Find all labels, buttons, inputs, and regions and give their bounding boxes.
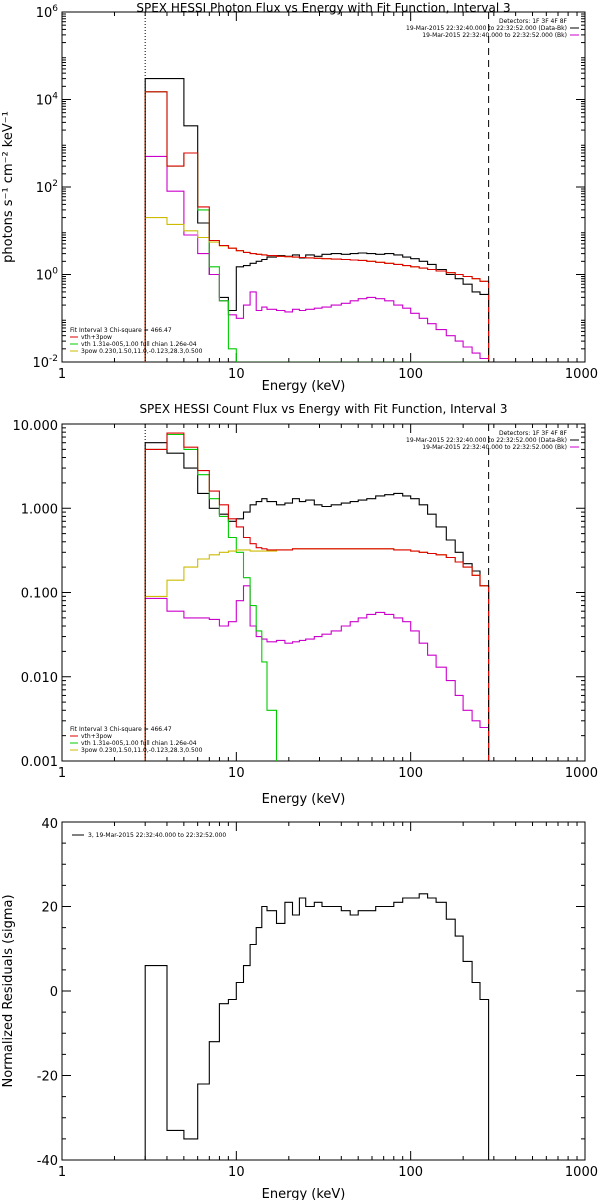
x-axis-label: Energy (keV) bbox=[262, 1187, 346, 1200]
y-tick-label: 0.001 bbox=[21, 755, 58, 770]
series-4-line bbox=[144, 548, 490, 761]
legend-entry: 19-Mar-2015 22:32:40.000 to 22:32:52.000… bbox=[422, 32, 567, 39]
x-tick-label: 100 bbox=[398, 367, 423, 382]
legend-entry: 3, 19-Mar-2015 22:32:40.000 to 22:32:52.… bbox=[88, 832, 226, 839]
x-tick-label: 100 bbox=[398, 766, 423, 781]
chart-3: 1 10 100 1000 Energy (keV) -40 -20 0 20 40 Normali… bbox=[1, 817, 598, 1202]
legend-entry: vth+3pow bbox=[81, 334, 112, 341]
legend-entry: Fit Interval 3 Chi-square = 466.47 bbox=[70, 726, 172, 733]
series-4-line bbox=[144, 217, 490, 362]
legend-entry: Fit Interval 3 Chi-square = 466.47 bbox=[70, 327, 172, 334]
y-tick-label: 104 bbox=[36, 92, 59, 109]
chart-title: SPEX HESSI Count Flux vs Energy with Fit… bbox=[139, 402, 507, 416]
y-tick-label: -40 bbox=[37, 1154, 58, 1169]
y-tick-label: 20 bbox=[41, 901, 58, 916]
plot-frame bbox=[61, 423, 586, 762]
y-tick-label: -20 bbox=[37, 1070, 58, 1085]
x-tick-label: 10 bbox=[228, 1165, 245, 1180]
y-tick-label: 0.100 bbox=[21, 587, 58, 602]
legend-entry: vth 1.31e-005,1.00 full chian 1.26e-04 bbox=[81, 341, 197, 348]
series-1-line bbox=[144, 78, 490, 362]
x-tick-label: 1000 bbox=[565, 367, 598, 382]
plot-frame bbox=[61, 11, 586, 363]
legend-entry: 19-Mar-2015 22:32:40.000 to 22:32:52.000… bbox=[422, 444, 567, 451]
y-tick-label: 100 bbox=[36, 267, 59, 284]
y-tick-label: 0.010 bbox=[21, 671, 58, 686]
series-3-line bbox=[144, 91, 489, 362]
plot-data bbox=[144, 893, 490, 1160]
legend-entry: 3pow 0.230,1.50,11.0,-0.123,28.3,0.500 bbox=[81, 348, 203, 355]
y-tick-label: 40 bbox=[41, 817, 58, 832]
x-tick-label: 1000 bbox=[565, 1165, 598, 1180]
y-tick-label: 10-2 bbox=[32, 354, 58, 371]
x-tick-label: 1 bbox=[58, 367, 66, 382]
chart-2: SPEX HESSI Count Flux vs Energy with Fit… bbox=[13, 402, 599, 807]
y-axis-label: Normalized Residuals (sigma) bbox=[1, 894, 16, 1087]
legend-entry: 19-Mar-2015 22:32:40.000 to 22:32:52.000… bbox=[406, 25, 567, 32]
y-tick-label: 102 bbox=[36, 179, 58, 196]
x-tick-label: 1000 bbox=[565, 766, 598, 781]
legend-entry: 3pow 0.230,1.50,11.0,-0.123,28.3,0.500 bbox=[81, 747, 203, 754]
plot-data bbox=[144, 78, 490, 362]
x-tick-label: 100 bbox=[398, 1165, 423, 1180]
x-axis-label: Energy (keV) bbox=[262, 379, 346, 394]
series-2-line bbox=[144, 155, 490, 362]
x-tick-label: 10 bbox=[228, 766, 245, 781]
legend-entry: 19-Mar-2015 22:32:40.000 to 22:32:52.000… bbox=[406, 437, 567, 444]
legend-entry: vth+3pow bbox=[81, 733, 112, 740]
plot-data bbox=[144, 432, 490, 761]
series-3-line bbox=[144, 433, 278, 761]
series-5-line bbox=[144, 91, 490, 362]
x-axis-label: Energy (keV) bbox=[262, 792, 346, 807]
plot-frame bbox=[61, 821, 586, 1161]
x-tick-label: 10 bbox=[228, 367, 245, 382]
legend-entry: vth 1.31e-005,1.00 full chian 1.26e-04 bbox=[81, 740, 197, 747]
legend-entry: Detectors: 1F 3F 4F 8F bbox=[499, 18, 568, 25]
y-tick-label: 106 bbox=[36, 4, 59, 21]
y-tick-label: 0 bbox=[50, 985, 58, 1000]
x-tick-label: 1 bbox=[58, 766, 66, 781]
chart-1: SPEX HESSI Photon Flux vs Energy with Fi… bbox=[1, 1, 598, 394]
chart-title: SPEX HESSI Photon Flux vs Energy with Fi… bbox=[136, 1, 510, 15]
y-axis-label: photons s⁻¹ cm⁻² keV⁻¹ bbox=[1, 111, 16, 263]
y-tick-label: 1.000 bbox=[21, 502, 58, 517]
series-1-line bbox=[144, 893, 490, 1160]
series-2-line bbox=[144, 585, 490, 761]
legend-entry: Detectors: 1F 3F 4F 8F bbox=[499, 430, 568, 437]
x-tick-label: 1 bbox=[58, 1165, 66, 1180]
y-tick-label: 10.000 bbox=[13, 419, 59, 434]
series-5-line bbox=[144, 432, 490, 761]
series-1-line bbox=[144, 442, 490, 761]
